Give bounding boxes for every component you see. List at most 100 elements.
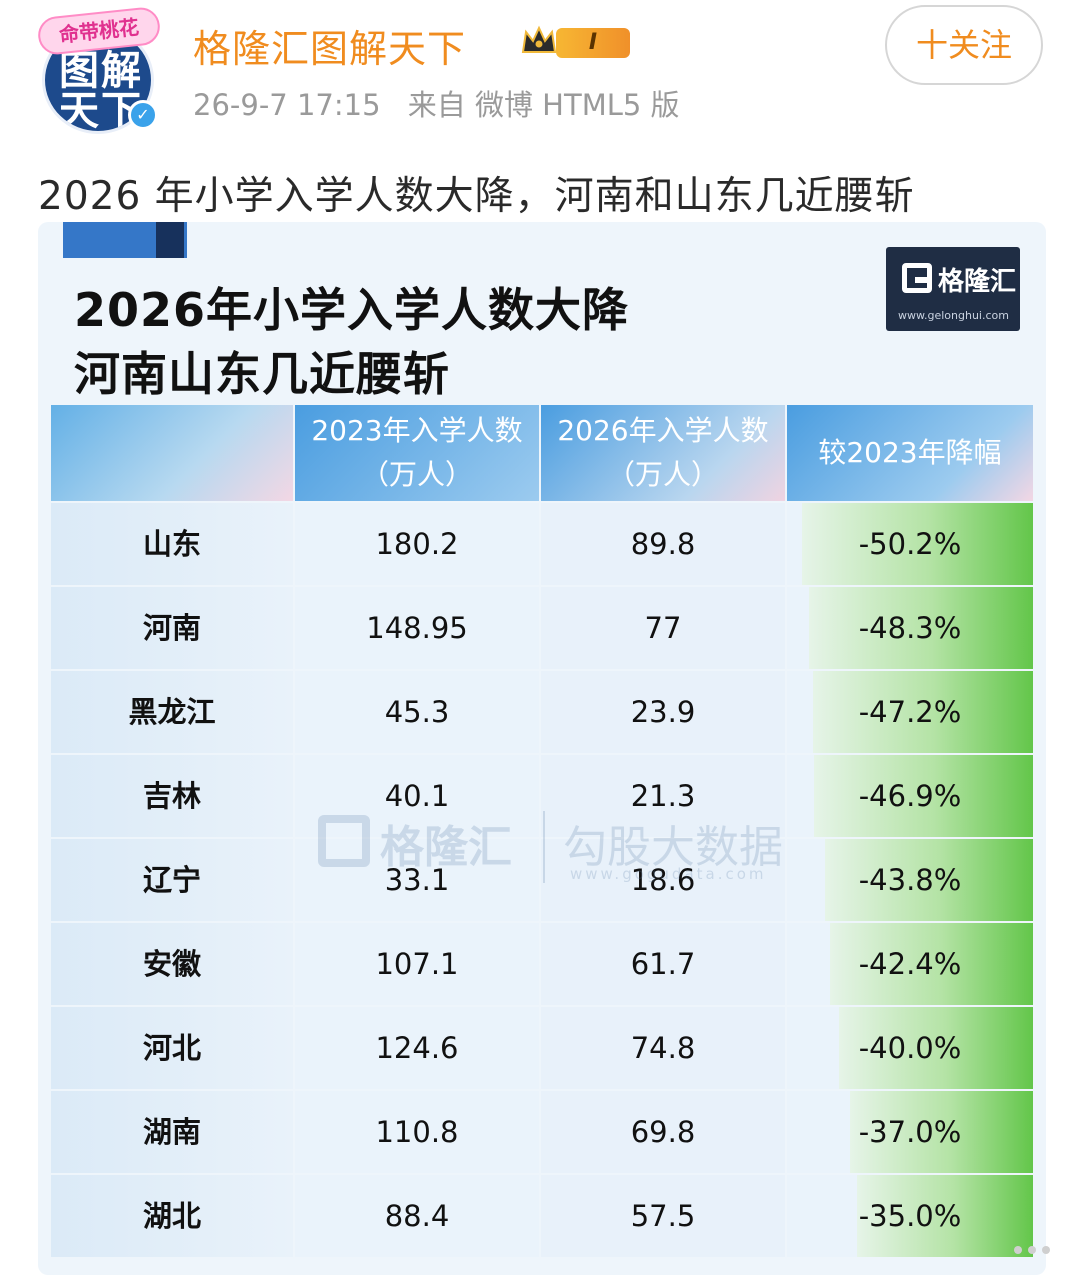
- username[interactable]: 格隆汇图解天下: [193, 27, 467, 71]
- change-label: -35.0%: [858, 1199, 962, 1233]
- change-cell: -35.0%: [787, 1175, 1033, 1257]
- header-2026-line2: （万人）: [606, 458, 719, 491]
- change-label: -42.4%: [858, 947, 962, 981]
- figure-title-line2: 河南山东几近腰斩: [74, 347, 450, 401]
- change-label: -50.2%: [858, 527, 962, 561]
- province-cell: 辽宁: [51, 839, 293, 921]
- post-meta: 26-9-7 17:15 来自 微博 HTML5 版: [193, 82, 698, 124]
- enrollment-2023-cell: 40.1: [295, 755, 539, 837]
- level-badge[interactable]: I: [556, 28, 630, 58]
- change-bar: [850, 1091, 1033, 1173]
- enrollment-2023-cell: 110.8: [295, 1091, 539, 1173]
- post-source: 来自 微博 HTML5 版: [407, 88, 680, 122]
- post-image[interactable]: 2026年小学入学人数大降 河南山东几近腰斩 格隆汇 www.gelonghui…: [38, 222, 1046, 1275]
- change-label: -46.9%: [858, 779, 962, 813]
- province-cell: 河南: [51, 587, 293, 669]
- post-timestamp[interactable]: 26-9-7 17:15: [193, 88, 381, 122]
- change-cell: -50.2%: [787, 503, 1033, 585]
- change-label: -40.0%: [858, 1031, 962, 1065]
- enrollment-2026-cell: 18.6: [541, 839, 785, 921]
- header-2026-line1: 2026年入学人数: [557, 414, 769, 447]
- figure-title-line1: 2026年小学入学人数大降: [74, 283, 630, 337]
- avatar[interactable]: 图解 天下 命带桃花 ✓: [36, 5, 162, 134]
- enrollment-2023-cell: 45.3: [295, 671, 539, 753]
- brand-name: 格隆汇: [938, 267, 1017, 297]
- enrollment-table: 2023年入学人数 （万人） 2026年入学人数 （万人） 较2023年降幅 山…: [51, 405, 1033, 1257]
- province-cell: 吉林: [51, 755, 293, 837]
- header-2023-line1: 2023年入学人数: [311, 414, 523, 447]
- watermark-brand: 格隆汇: [380, 822, 512, 873]
- header-cell-province: [51, 405, 293, 501]
- table-row: 安徽 107.1 61.7 -42.4%: [51, 923, 1033, 1005]
- enrollment-2026-cell: 21.3: [541, 755, 785, 837]
- table-row: 辽宁 33.1 18.6 -43.8%: [51, 839, 1033, 921]
- change-cell: -40.0%: [787, 1007, 1033, 1089]
- avatar-text-line2: 天下: [59, 88, 143, 134]
- enrollment-2023-cell: 88.4: [295, 1175, 539, 1257]
- change-cell: -48.3%: [787, 587, 1033, 669]
- change-cell: -42.4%: [787, 923, 1033, 1005]
- verified-icon: ✓: [128, 100, 158, 130]
- enrollment-2026-cell: 69.8: [541, 1091, 785, 1173]
- province-cell: 安徽: [51, 923, 293, 1005]
- brand-logo: 格隆汇 www.gelonghui.com: [886, 247, 1020, 331]
- table-header: 2023年入学人数 （万人） 2026年入学人数 （万人） 较2023年降幅: [51, 405, 1033, 501]
- province-cell: 山东: [51, 503, 293, 585]
- province-cell: 河北: [51, 1007, 293, 1089]
- change-bar: [839, 1007, 1033, 1089]
- figure-accent-bar-dark: [156, 222, 184, 258]
- province-cell: 湖南: [51, 1091, 293, 1173]
- table-row: 河南 148.95 77 -48.3%: [51, 587, 1033, 669]
- enrollment-2026-cell: 61.7: [541, 923, 785, 1005]
- change-label: -47.2%: [858, 695, 962, 729]
- change-label: -48.3%: [858, 611, 962, 645]
- crown-icon: [521, 25, 557, 53]
- header-cell-2026: 2026年入学人数 （万人）: [541, 405, 785, 501]
- enrollment-2026-cell: 23.9: [541, 671, 785, 753]
- change-cell: -43.8%: [787, 839, 1033, 921]
- follow-button[interactable]: 十关注: [885, 5, 1043, 85]
- table-row: 山东 180.2 89.8 -50.2%: [51, 503, 1033, 585]
- watermark-name: 勾股大数据: [563, 822, 783, 873]
- brand-mark-icon: [902, 263, 932, 293]
- change-bar: [809, 587, 1033, 669]
- table-row: 黑龙江 45.3 23.9 -47.2%: [51, 671, 1033, 753]
- table-row: 湖南 110.8 69.8 -37.0%: [51, 1091, 1033, 1173]
- header-2023-line2: （万人）: [360, 458, 473, 491]
- enrollment-2026-cell: 77: [541, 587, 785, 669]
- enrollment-2026-cell: 89.8: [541, 503, 785, 585]
- change-bar: [814, 755, 1033, 837]
- table-row: 吉林 40.1 21.3 -46.9%: [51, 755, 1033, 837]
- table-row: 河北 124.6 74.8 -40.0%: [51, 1007, 1033, 1089]
- change-bar: [830, 923, 1033, 1005]
- enrollment-2023-cell: 180.2: [295, 503, 539, 585]
- enrollment-2026-cell: 57.5: [541, 1175, 785, 1257]
- change-bar: [825, 839, 1033, 921]
- enrollment-2023-cell: 148.95: [295, 587, 539, 669]
- enrollment-2026-cell: 74.8: [541, 1007, 785, 1089]
- watermark-divider: [543, 811, 545, 883]
- change-label: -43.8%: [858, 863, 962, 897]
- change-label: -37.0%: [858, 1115, 962, 1149]
- change-bar: [857, 1175, 1033, 1257]
- enrollment-2023-cell: 33.1: [295, 839, 539, 921]
- change-cell: -37.0%: [787, 1091, 1033, 1173]
- brand-url: www.gelonghui.com: [898, 309, 1009, 322]
- header-cell-change: 较2023年降幅: [787, 405, 1033, 501]
- change-cell: -47.2%: [787, 671, 1033, 753]
- table-row: 湖北 88.4 57.5 -35.0%: [51, 1175, 1033, 1257]
- avatar-text-line1: 图解: [59, 48, 143, 94]
- enrollment-2023-cell: 107.1: [295, 923, 539, 1005]
- province-cell: 黑龙江: [51, 671, 293, 753]
- change-bar: [802, 503, 1033, 585]
- change-bar: [813, 671, 1033, 753]
- more-icon[interactable]: [1010, 1240, 1054, 1260]
- change-cell: -46.9%: [787, 755, 1033, 837]
- province-cell: 湖北: [51, 1175, 293, 1257]
- watermark-logo-icon: [318, 815, 370, 867]
- watermark: 格隆汇 勾股大数据 www.gogudata.com: [308, 807, 808, 897]
- enrollment-2023-cell: 124.6: [295, 1007, 539, 1089]
- post-text[interactable]: 2026 年小学入学人数大降，河南和山东几近腰斩: [38, 174, 915, 219]
- header-cell-2023: 2023年入学人数 （万人）: [295, 405, 539, 501]
- watermark-url: www.gogudata.com: [570, 865, 767, 883]
